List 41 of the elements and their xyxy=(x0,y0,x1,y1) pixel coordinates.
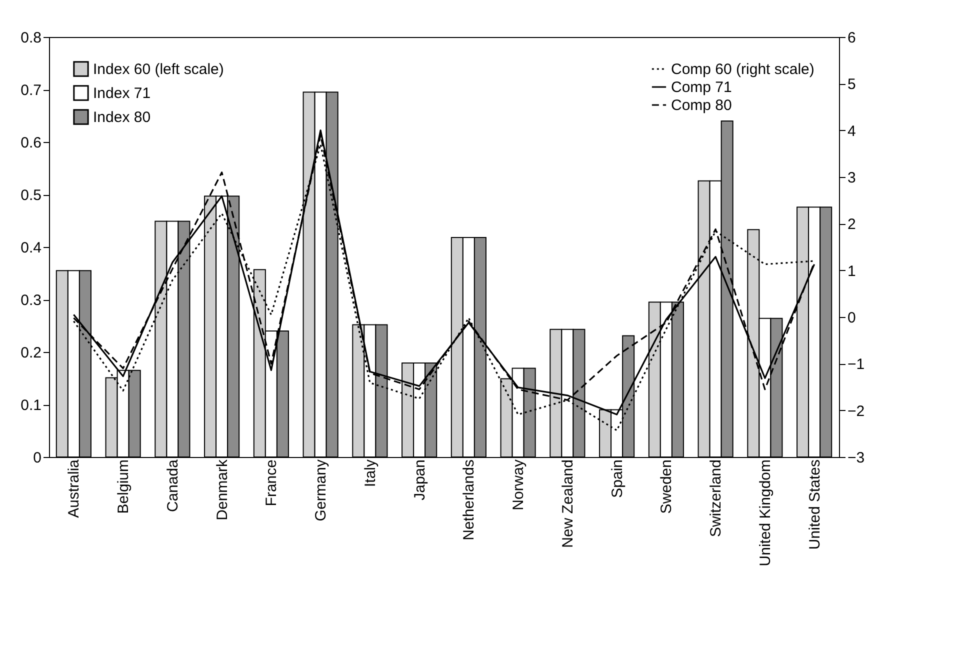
legend-label: Index 80 xyxy=(93,109,151,126)
y2-tick-label: 5 xyxy=(848,76,856,94)
x-tick-label: Canada xyxy=(164,458,182,512)
x-tick-label: Italy xyxy=(362,459,379,488)
y-tick-label: 0.4 xyxy=(20,240,42,256)
y2-tick-label: 4 xyxy=(848,122,856,140)
y2-tick-label: 3 xyxy=(848,170,856,186)
y2-tick-label: 6 xyxy=(848,30,856,46)
y2-tick-label: 0 xyxy=(848,310,856,326)
y2-tick-label: −2 xyxy=(848,402,865,420)
legend-label: Comp 80 xyxy=(671,97,732,114)
y2-tick-label: 1 xyxy=(848,262,856,280)
x-tick-label: France xyxy=(263,460,280,506)
x-tick-label: Netherlands xyxy=(460,460,478,540)
x-tick-label: Belgium xyxy=(115,460,132,514)
legend-label: Comp 71 xyxy=(671,79,732,96)
y2-tick-label: −1 xyxy=(848,356,865,374)
y2-tick-label: −3 xyxy=(848,450,865,466)
y-tick-label: 0.3 xyxy=(20,292,42,309)
y-tick-label: 0.2 xyxy=(20,344,42,362)
x-tick-label: United States xyxy=(806,460,824,550)
y-tick-label: 0.1 xyxy=(20,397,42,414)
y-tick-label: 0.5 xyxy=(20,187,42,204)
x-tick-label: Denmark xyxy=(214,459,231,520)
y2-tick-label: 2 xyxy=(848,216,856,234)
x-tick-label: United Kingdom xyxy=(756,460,774,566)
y-tick-label: 0.7 xyxy=(20,82,42,99)
y-tick-label: 0 xyxy=(33,450,42,466)
x-tick-label: Australia xyxy=(66,458,83,518)
x-tick-label: Spain xyxy=(608,460,626,498)
x-tick-label: Japan xyxy=(411,460,428,500)
legend-label: Index 71 xyxy=(93,85,151,102)
x-tick-label: New Zealand xyxy=(559,460,576,548)
legend-label: Index 60 (left scale) xyxy=(93,61,224,78)
x-tick-label: Norway xyxy=(510,459,528,510)
x-tick-label: Switzerland xyxy=(708,460,725,538)
legend-label: Comp 60 (right scale) xyxy=(671,61,814,78)
x-tick-label: Germany xyxy=(312,459,330,522)
y-tick-label: 0.8 xyxy=(20,30,42,46)
x-tick-label: Sweden xyxy=(658,460,676,514)
y-tick-label: 0.6 xyxy=(20,134,42,152)
